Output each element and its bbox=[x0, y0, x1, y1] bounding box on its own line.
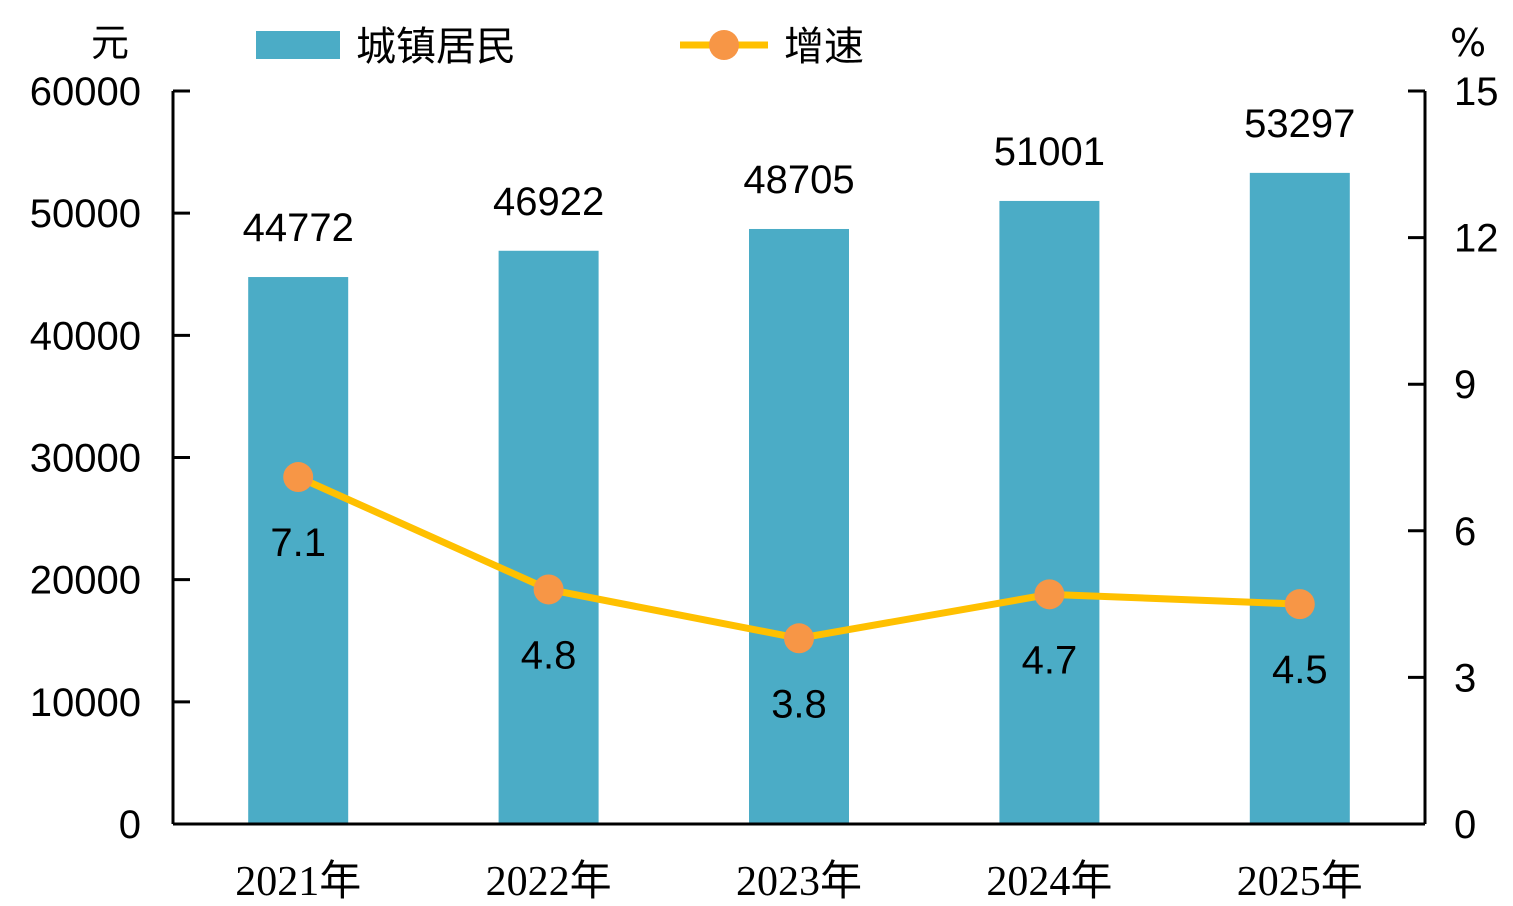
x-axis-category-label: 2024年 bbox=[986, 858, 1112, 905]
labels-layer: 44772 46922 48705 51001 53297 7.1 4.8 3.8 4.7 4.5 bbox=[243, 102, 1356, 726]
bar-value-label: 46922 bbox=[493, 180, 604, 224]
right-axis-unit: % bbox=[1450, 21, 1486, 65]
x-axis-category-label: 2023年 bbox=[736, 858, 862, 905]
right-axis-tick-label: 15 bbox=[1454, 70, 1499, 114]
legend-line-marker bbox=[709, 30, 739, 60]
legend-bar-swatch bbox=[256, 31, 340, 59]
left-axis-unit: 元 bbox=[91, 21, 129, 65]
bar-value-label: 44772 bbox=[243, 206, 354, 250]
growth-value-label: 7.1 bbox=[270, 521, 326, 565]
bar-2025年 bbox=[1249, 172, 1350, 825]
growth-point-2024年 bbox=[1034, 579, 1065, 610]
bar-2024年 bbox=[999, 200, 1100, 824]
left-axis-tick-label: 40000 bbox=[30, 314, 141, 358]
x-axis-category-label: 2021年 bbox=[235, 858, 361, 905]
x-axis-category-label: 2025年 bbox=[1237, 858, 1363, 905]
bar-value-label: 51001 bbox=[994, 130, 1105, 174]
growth-value-label: 4.8 bbox=[521, 633, 577, 677]
growth-point-2025年 bbox=[1284, 589, 1315, 620]
growth-point-2023年 bbox=[784, 623, 814, 654]
bar-value-label: 53297 bbox=[1244, 102, 1355, 146]
growth-value-label: 3.8 bbox=[771, 682, 827, 726]
right-axis-tick-label: 3 bbox=[1454, 656, 1476, 700]
growth-point-2021年 bbox=[283, 462, 314, 493]
left-axis-tick-label: 10000 bbox=[30, 681, 141, 725]
legend-line-label: 增速 bbox=[784, 24, 864, 70]
right-axis-tick-label: 0 bbox=[1454, 803, 1476, 847]
right-axis-tick-label: 9 bbox=[1454, 363, 1476, 407]
left-axis-tick-label: 60000 bbox=[30, 70, 141, 114]
bar-2022年 bbox=[498, 250, 599, 825]
bar-2023年 bbox=[749, 228, 849, 824]
left-axis-tick-label: 50000 bbox=[30, 192, 141, 236]
growth-point-2022年 bbox=[533, 574, 564, 605]
right-axis-tick-label: 12 bbox=[1454, 217, 1499, 261]
left-axis-tick-label: 20000 bbox=[30, 559, 141, 603]
left-axis-tick-label: 0 bbox=[119, 803, 141, 847]
growth-value-label: 4.5 bbox=[1272, 648, 1328, 692]
bar-2021年 bbox=[248, 277, 349, 824]
line-layer bbox=[283, 462, 1315, 654]
legend: 城镇居民 增速 bbox=[256, 24, 864, 70]
growth-value-label: 4.7 bbox=[1022, 638, 1078, 682]
axes-layer: 0 10000 20000 30000 40000 50000 60000 元 0 3 6 9 12 15… bbox=[30, 21, 1499, 905]
legend-bar-label: 城镇居民 bbox=[356, 24, 516, 70]
x-axis-category-label: 2022年 bbox=[486, 858, 612, 905]
right-axis-tick-label: 6 bbox=[1454, 510, 1476, 554]
left-axis-tick-label: 30000 bbox=[30, 437, 141, 481]
bar-value-label: 48705 bbox=[743, 158, 854, 202]
bars-layer bbox=[248, 172, 1350, 825]
